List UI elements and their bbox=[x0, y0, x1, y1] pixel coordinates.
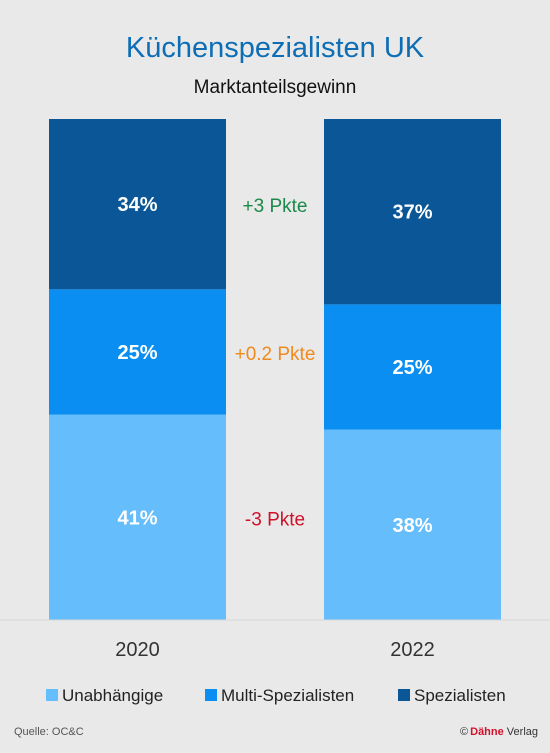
legend-swatch bbox=[398, 689, 410, 701]
legend-swatch bbox=[205, 689, 217, 701]
data-label: 25% bbox=[392, 357, 432, 379]
publisher-brand: Dähne bbox=[470, 726, 504, 738]
bars-group: 41% 25% 34% 38% 25% 37% bbox=[49, 119, 501, 620]
bar-unabh-ngige-2022 bbox=[324, 429, 501, 620]
publisher-credit: © Dähne Verlag bbox=[460, 726, 538, 738]
legend-swatch bbox=[46, 689, 58, 701]
bar-spezialisten-2022 bbox=[324, 119, 501, 305]
bar-unabh-ngige-2020 bbox=[49, 414, 226, 620]
data-label: 38% bbox=[392, 515, 432, 537]
bar-multi-spezialisten-2022 bbox=[324, 304, 501, 430]
chart-title: Küchenspezialisten UK bbox=[126, 32, 425, 64]
delta-annotations: +3 Pkte +0.2 Pkte -3 Pkte bbox=[235, 196, 316, 530]
chart-subtitle: Marktanteilsgewinn bbox=[194, 77, 357, 98]
legend: Unabhängige Multi-Spezialisten Spezialiste… bbox=[46, 686, 506, 705]
bar-multi-spezialisten-2020 bbox=[49, 289, 226, 415]
x-axis-ticks: 2020 2022 bbox=[115, 639, 435, 661]
legend-label: Spezialisten bbox=[414, 686, 506, 705]
legend-item: Multi-Spezialisten bbox=[205, 686, 354, 705]
data-label: 41% bbox=[117, 507, 157, 529]
copyright-symbol: © bbox=[460, 726, 468, 738]
legend-item: Spezialisten bbox=[398, 686, 506, 705]
x-tick-label: 2020 bbox=[115, 639, 160, 661]
data-label: 25% bbox=[117, 342, 157, 364]
bar-spezialisten-2020 bbox=[49, 119, 226, 290]
data-label: 34% bbox=[117, 194, 157, 216]
delta-annotation: -3 Pkte bbox=[245, 509, 305, 530]
legend-label: Multi-Spezialisten bbox=[221, 686, 354, 705]
legend-label: Unabhängige bbox=[62, 686, 163, 705]
legend-item: Unabhängige bbox=[46, 686, 163, 705]
delta-annotation: +3 Pkte bbox=[243, 196, 308, 217]
delta-annotation: +0.2 Pkte bbox=[235, 344, 316, 365]
data-label: 37% bbox=[392, 202, 432, 224]
publisher-suffix: Verlag bbox=[504, 726, 538, 738]
source-note: Quelle: OC&C bbox=[14, 726, 84, 738]
x-tick-label: 2022 bbox=[390, 639, 435, 661]
